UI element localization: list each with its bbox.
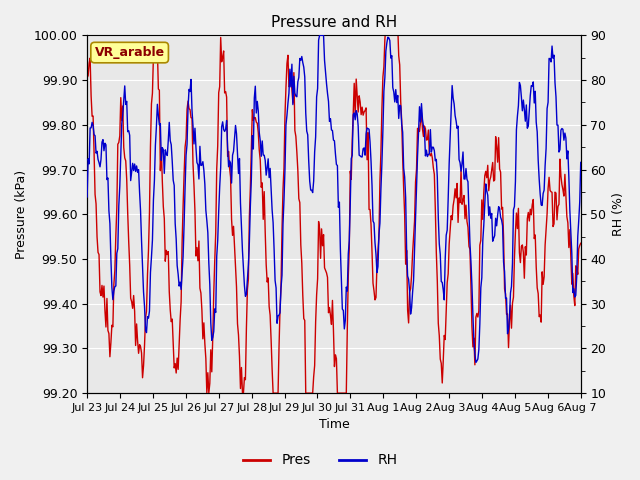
Y-axis label: Pressure (kPa): Pressure (kPa) [15,169,28,259]
Title: Pressure and RH: Pressure and RH [271,15,397,30]
Legend: Pres, RH: Pres, RH [237,448,403,473]
X-axis label: Time: Time [319,419,349,432]
Text: VR_arable: VR_arable [95,46,164,59]
Y-axis label: RH (%): RH (%) [612,192,625,236]
